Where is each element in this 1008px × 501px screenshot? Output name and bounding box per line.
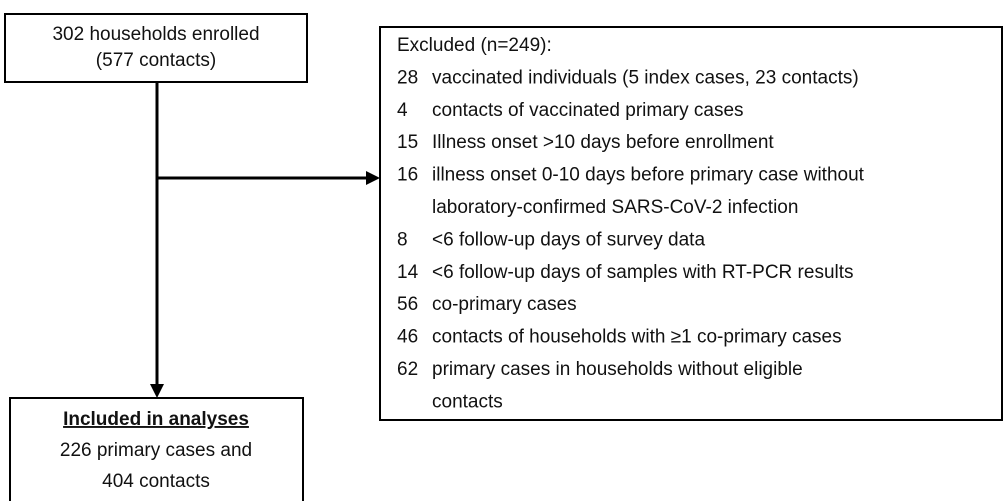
item-count: 28 xyxy=(397,67,418,88)
item-count: 16 xyxy=(397,165,418,186)
item-text: contacts of households with ≥1 co-primar… xyxy=(432,327,842,348)
item-text: contacts xyxy=(432,391,503,412)
included-title: Included in analyses xyxy=(63,409,249,430)
included-text: 404 contacts xyxy=(102,471,210,492)
excluded-title: Excluded (n=249): xyxy=(397,35,552,56)
included-box xyxy=(9,397,304,501)
item-count: 8 xyxy=(397,229,408,250)
item-count: 62 xyxy=(397,359,418,380)
item-count: 46 xyxy=(397,327,418,348)
item-count: 56 xyxy=(397,294,418,315)
item-text: <6 follow-up days of survey data xyxy=(432,229,705,250)
enrolled-text: (577 contacts) xyxy=(96,50,216,71)
item-text: <6 follow-up days of samples with RT-PCR… xyxy=(432,262,854,283)
enrolled-text: 302 households enrolled xyxy=(52,24,259,45)
included-text: 226 primary cases and xyxy=(60,440,252,461)
enrolled-box xyxy=(4,13,308,83)
arrowhead xyxy=(366,171,380,185)
excluded-list: 28 vaccinated individuals (5 index cases,… xyxy=(397,67,865,412)
item-text: co-primary cases xyxy=(432,294,577,315)
item-text: contacts of vaccinated primary cases xyxy=(432,100,744,121)
item-count: 14 xyxy=(397,262,419,283)
arrowhead xyxy=(150,384,164,398)
item-text: primary cases in households without elig… xyxy=(432,359,803,380)
item-text: Illness onset >10 days before enrollment xyxy=(432,132,774,153)
item-text: laboratory-confirmed SARS-CoV-2 infectio… xyxy=(432,197,798,218)
item-text: illness onset 0-10 days before primary c… xyxy=(432,165,865,186)
item-count: 15 xyxy=(397,132,418,153)
excluded-box xyxy=(379,26,1003,421)
item-count: 4 xyxy=(397,100,408,121)
item-text: vaccinated individuals (5 index cases, 2… xyxy=(432,67,859,88)
